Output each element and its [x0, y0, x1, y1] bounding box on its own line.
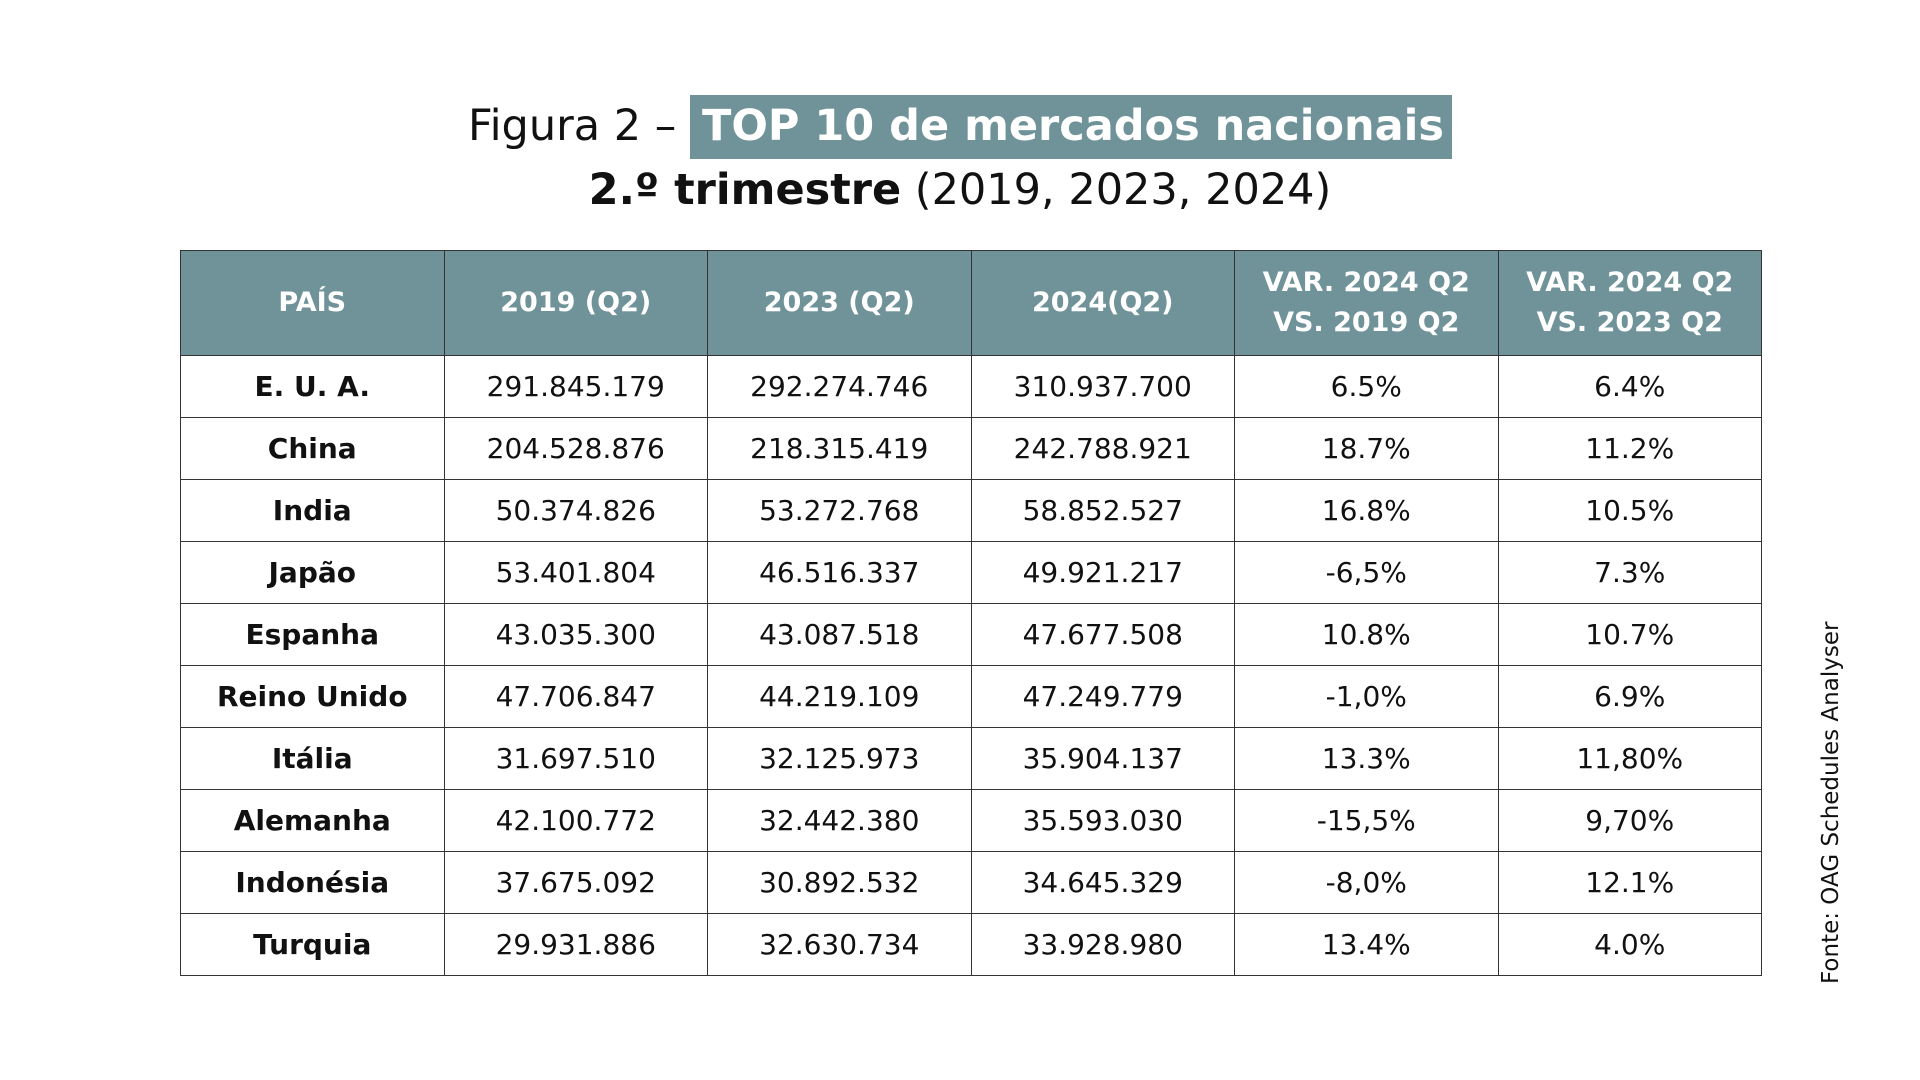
var-2019-cell: 18.7% [1234, 417, 1499, 480]
country-cell: Reino Unido [180, 665, 445, 728]
value-2023-cell: 292.274.746 [707, 355, 972, 418]
var-2019-cell: 13.3% [1234, 727, 1499, 790]
value-2019-cell: 53.401.804 [443, 541, 708, 604]
value-2019-cell: 43.035.300 [443, 603, 708, 666]
header-var-2019: VAR. 2024 Q2 VS. 2019 Q2 [1234, 250, 1499, 356]
table-row: Indonésia 37.675.092 30.892.532 34.645.3… [180, 851, 1762, 914]
var-2019-cell: 10.8% [1234, 603, 1499, 666]
value-2019-cell: 47.706.847 [443, 665, 708, 728]
value-2024-cell: 35.593.030 [970, 789, 1235, 852]
value-2019-cell: 204.528.876 [443, 417, 708, 480]
value-2019-cell: 37.675.092 [443, 851, 708, 914]
value-2024-cell: 47.249.779 [970, 665, 1235, 728]
var-2023-cell: 7.3% [1497, 541, 1762, 604]
var-2019-cell: -1,0% [1234, 665, 1499, 728]
value-2024-cell: 242.788.921 [970, 417, 1235, 480]
country-cell: Indonésia [180, 851, 445, 914]
value-2023-cell: 32.630.734 [707, 913, 972, 976]
var-2019-cell: -8,0% [1234, 851, 1499, 914]
title-years: (2019, 2023, 2024) [901, 165, 1332, 215]
var-2023-cell: 6.9% [1497, 665, 1762, 728]
var-2019-cell: 13.4% [1234, 913, 1499, 976]
title-line-2: 2.º trimestre (2019, 2023, 2024) [0, 162, 1920, 218]
country-cell: Turquia [180, 913, 445, 976]
figure-title: Figura 2 – TOP 10 de mercados nacionais … [0, 90, 1920, 218]
table-row: Japão 53.401.804 46.516.337 49.921.217 -… [180, 541, 1762, 604]
country-cell: India [180, 479, 445, 542]
table-row: Itália 31.697.510 32.125.973 35.904.137 … [180, 727, 1762, 790]
var-2019-cell: 16.8% [1234, 479, 1499, 542]
table-row: Espanha 43.035.300 43.087.518 47.677.508… [180, 603, 1762, 666]
header-country: PAÍS [180, 250, 445, 356]
var-2019-cell: -15,5% [1234, 789, 1499, 852]
table-row: Turquia 29.931.886 32.630.734 33.928.980… [180, 913, 1762, 976]
country-cell: Itália [180, 727, 445, 790]
var-2023-cell: 6.4% [1497, 355, 1762, 418]
country-cell: Espanha [180, 603, 445, 666]
header-var-2023: VAR. 2024 Q2 VS. 2023 Q2 [1497, 250, 1762, 356]
value-2023-cell: 218.315.419 [707, 417, 972, 480]
var-2023-cell: 11.2% [1497, 417, 1762, 480]
value-2023-cell: 30.892.532 [707, 851, 972, 914]
value-2024-cell: 33.928.980 [970, 913, 1235, 976]
var-2023-cell: 11,80% [1497, 727, 1762, 790]
title-highlight: TOP 10 de mercados nacionais [689, 95, 1453, 159]
var-2023-cell: 10.5% [1497, 479, 1762, 542]
value-2024-cell: 58.852.527 [970, 479, 1235, 542]
var-2023-cell: 12.1% [1497, 851, 1762, 914]
country-cell: Japão [180, 541, 445, 604]
var-2023-cell: 9,70% [1497, 789, 1762, 852]
table-row: Alemanha 42.100.772 32.442.380 35.593.03… [180, 789, 1762, 852]
title-prefix: Figura 2 – [467, 101, 690, 151]
value-2024-cell: 34.645.329 [970, 851, 1235, 914]
country-cell: E. U. A. [180, 355, 445, 418]
value-2019-cell: 50.374.826 [443, 479, 708, 542]
table-row: Reino Unido 47.706.847 44.219.109 47.249… [180, 665, 1762, 728]
table-header-row: PAÍS 2019 (Q2) 2023 (Q2) 2024(Q2) VAR. 2… [180, 250, 1762, 356]
value-2023-cell: 44.219.109 [707, 665, 972, 728]
source-note: Fonte: OAG Schedules Analyser [1818, 621, 1844, 984]
value-2019-cell: 31.697.510 [443, 727, 708, 790]
value-2023-cell: 43.087.518 [707, 603, 972, 666]
value-2019-cell: 42.100.772 [443, 789, 708, 852]
header-2023: 2023 (Q2) [707, 250, 972, 356]
value-2023-cell: 46.516.337 [707, 541, 972, 604]
value-2023-cell: 53.272.768 [707, 479, 972, 542]
value-2019-cell: 29.931.886 [443, 913, 708, 976]
country-cell: China [180, 417, 445, 480]
var-2023-cell: 10.7% [1497, 603, 1762, 666]
value-2023-cell: 32.125.973 [707, 727, 972, 790]
title-line-1: Figura 2 – TOP 10 de mercados nacionais [0, 90, 1920, 162]
country-cell: Alemanha [180, 789, 445, 852]
title-quarter: 2.º trimestre [588, 165, 902, 215]
table-row: E. U. A. 291.845.179 292.274.746 310.937… [180, 355, 1762, 418]
value-2024-cell: 49.921.217 [970, 541, 1235, 604]
table-row: India 50.374.826 53.272.768 58.852.527 1… [180, 479, 1762, 542]
value-2024-cell: 35.904.137 [970, 727, 1235, 790]
value-2019-cell: 291.845.179 [443, 355, 708, 418]
var-2019-cell: -6,5% [1234, 541, 1499, 604]
value-2024-cell: 310.937.700 [970, 355, 1235, 418]
header-2024: 2024(Q2) [970, 250, 1235, 356]
header-2019: 2019 (Q2) [443, 250, 708, 356]
table-row: China 204.528.876 218.315.419 242.788.92… [180, 417, 1762, 480]
value-2023-cell: 32.442.380 [707, 789, 972, 852]
var-2019-cell: 6.5% [1234, 355, 1499, 418]
var-2023-cell: 4.0% [1497, 913, 1762, 976]
markets-table: PAÍS 2019 (Q2) 2023 (Q2) 2024(Q2) VAR. 2… [180, 250, 1762, 976]
value-2024-cell: 47.677.508 [970, 603, 1235, 666]
